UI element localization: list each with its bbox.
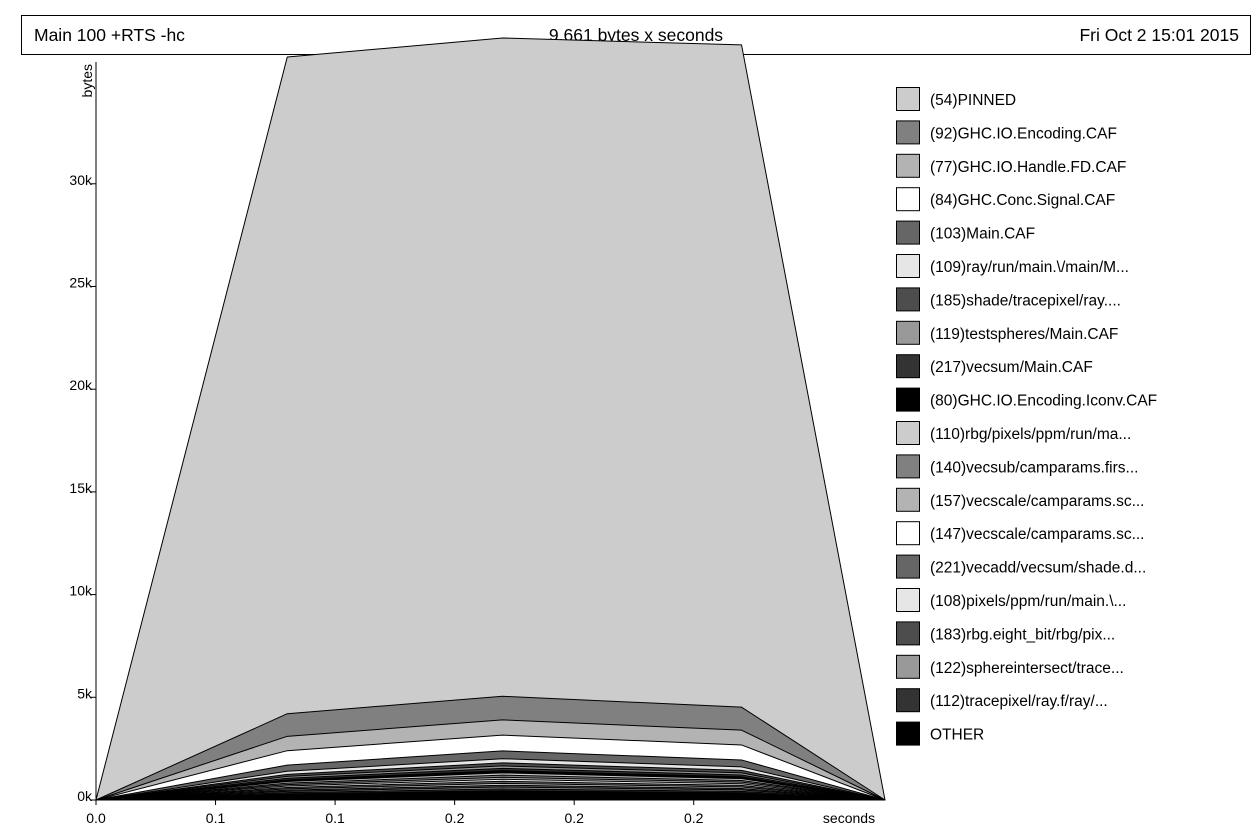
legend-label: (108)pixels/ppm/run/main.\... [930,593,1126,610]
y-axis-label: bytes [79,64,95,97]
legend-label: (84)GHC.Conc.Signal.CAF [930,192,1115,209]
legend-label: (122)sphereintersect/trace... [930,660,1124,677]
x-tick-label: 0.2 [684,810,704,826]
program-command: Main 100 +RTS -hc [34,25,185,45]
legend-swatch [896,220,920,245]
y-tick-label: 15k [69,480,93,496]
chart-legend: (54)PINNED (92)GHC.IO.Encoding.CAF (77)GHC… [896,87,1157,746]
legend-label: (103)Main.CAF [930,226,1035,243]
legend-swatch [896,654,920,679]
legend-label: (92)GHC.IO.Encoding.CAF [930,125,1117,142]
x-axis-label: seconds [823,810,875,826]
legend-swatch [896,387,920,412]
legend-label: (185)shade/tracepixel/ray.... [930,292,1121,309]
legend-label: (110)rbg/pixels/ppm/run/ma... [930,426,1131,443]
legend-swatch [896,454,920,479]
legend-swatch [896,87,920,111]
y-tick-label: 5k [77,685,93,701]
y-tick-label: 0k [77,788,93,804]
legend-swatch [896,254,920,278]
legend-swatch [896,688,920,713]
x-tick-label: 0.2 [564,810,584,826]
legend-label: (140)vecsub/camparams.firs... [930,459,1138,476]
legend-swatch [896,421,920,445]
y-tick-label: 30k [69,172,93,188]
legend-swatch [896,187,920,212]
stacked-areas [95,37,886,801]
legend-swatch [896,588,920,612]
legend-label: (54)PINNED [930,92,1016,109]
x-tick-label: 0.2 [445,810,465,826]
legend-label: (80)GHC.IO.Encoding.Iconv.CAF [930,393,1157,410]
legend-label: OTHER [930,727,984,744]
y-tick-label: 20k [69,377,93,393]
legend-swatch [896,287,920,312]
legend-swatch [896,721,920,746]
legend-label: (157)vecscale/camparams.sc... [930,493,1145,510]
legend-swatch [896,354,920,379]
legend-label: (221)vecadd/vecsum/shade.d... [930,560,1146,577]
legend-label: (112)tracepixel/ray.f/ray/... [930,693,1108,710]
legend-label: (147)vecscale/camparams.sc... [930,526,1145,543]
run-date: Fri Oct 2 15:01 2015 [1079,25,1239,45]
total-bytes-seconds: 9,661 bytes x seconds [548,25,724,45]
area-54-pinned [95,37,886,801]
legend-label: (77)GHC.IO.Handle.FD.CAF [930,159,1126,176]
y-tick-label: 25k [69,274,93,290]
legend-label: (217)vecsum/Main.CAF [930,359,1093,376]
y-tick-label: 10k [69,583,93,599]
legend-swatch [896,521,920,546]
legend-label: (183)rbg.eight_bit/rbg/pix... [930,626,1115,643]
x-tick-label: 0.0 [86,810,106,826]
legend-swatch [896,487,920,512]
legend-swatch [896,153,920,178]
legend-swatch [896,320,920,345]
legend-label: (119)testspheres/Main.CAF [930,326,1118,343]
legend-swatch [896,621,920,646]
chart-axes: 0k 5k 10k 15k 20k 25k 30k 0.0 0.1 0.1 0.2 0.2 0.2 sec… [69,62,885,826]
legend-swatch [896,554,920,579]
legend-swatch [896,120,920,145]
x-tick-label: 0.1 [206,810,226,826]
legend-label: (109)ray/run/main.\/main/M... [930,259,1129,276]
x-tick-label: 0.1 [325,810,345,826]
